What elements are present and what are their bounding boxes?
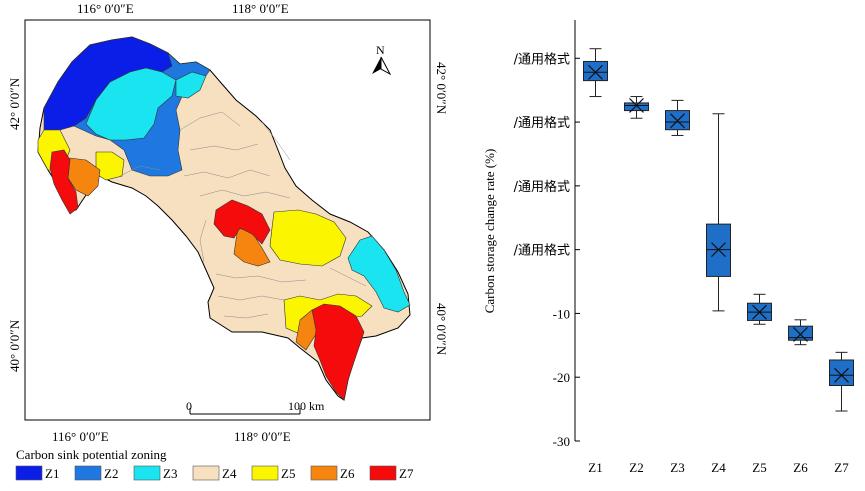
legend-swatch	[369, 465, 397, 481]
bottom-coord-label: 118° 0′0″E	[234, 429, 291, 444]
scale-bar: 0 100 km	[186, 399, 325, 415]
legend-label: Z6	[340, 466, 355, 481]
box-mean-marker	[670, 113, 685, 129]
legend-item: Z5	[251, 465, 295, 481]
x-tick-label: Z4	[711, 460, 726, 475]
y-tick-label: -10	[553, 306, 570, 321]
top-coord-label: 116° 0′0″E	[77, 1, 134, 16]
boxplot-panel: Carbon storage change rate (%) /通用格式/通用格…	[482, 20, 854, 475]
legend-title: Carbon sink potential zoning	[16, 447, 167, 462]
legend-label: Z5	[281, 466, 295, 481]
x-tick-label: Z6	[793, 460, 808, 475]
legend-swatch	[133, 465, 161, 481]
legend-label: Z7	[399, 466, 414, 481]
box-iqr	[829, 359, 854, 387]
legend-swatch	[251, 465, 279, 481]
basin-map	[37, 36, 411, 401]
legend-item: Z4	[192, 465, 237, 481]
map-panel: 116° 0′0″E 118° 0′0″E 116° 0′0″E 118° 0′…	[7, 1, 449, 481]
bottom-coord-label: 116° 0′0″E	[52, 429, 109, 444]
y-tick-label: /通用格式	[514, 243, 570, 259]
legend-swatch	[192, 465, 220, 481]
box-mean-marker	[752, 304, 767, 320]
scale-start-label: 0	[186, 399, 192, 413]
box-z7	[829, 351, 854, 412]
legend-item: Z7	[369, 465, 414, 481]
x-tick-label: Z3	[670, 460, 684, 475]
box-z4	[706, 113, 731, 312]
box-mean-marker	[834, 367, 849, 383]
right-coord-label: 40° 0′0″N	[434, 303, 449, 356]
box-z6	[788, 319, 813, 346]
y-tick-label: /通用格式	[514, 179, 570, 195]
legend-label: Z2	[104, 466, 118, 481]
svg-text:N: N	[376, 43, 385, 57]
zone-z7-region	[49, 149, 79, 215]
legend-item: Z6	[310, 465, 355, 481]
right-coord-label: 42° 0′0″N	[434, 62, 449, 115]
zone-z3-region	[347, 235, 411, 313]
box-z5	[747, 293, 772, 325]
box-z1	[583, 48, 608, 98]
box-iqr	[788, 325, 813, 341]
legend-label: Z1	[45, 466, 59, 481]
legend-label: Z3	[163, 466, 177, 481]
box-z2	[624, 96, 649, 119]
box-mean-marker	[711, 242, 726, 258]
box-mean-marker	[588, 64, 603, 80]
box-iqr	[583, 60, 608, 82]
legend-label: Z4	[222, 466, 237, 481]
y-tick-label: /通用格式	[514, 51, 570, 67]
y-tick-label: /通用格式	[514, 115, 570, 131]
zone-z7-region	[311, 303, 365, 401]
zone-z3-region	[85, 67, 177, 141]
legend-swatch	[15, 465, 43, 481]
scale-end-label: 100 km	[288, 399, 325, 413]
y-axis-title: Carbon storage change rate (%)	[482, 149, 497, 314]
zone-z5-region	[269, 209, 347, 267]
box-iqr	[624, 102, 649, 112]
zone-z7-region	[213, 199, 271, 245]
legend-item: Z3	[133, 465, 177, 481]
zone-z3-region	[175, 71, 207, 99]
legend-swatch	[310, 465, 338, 481]
x-tick-label: Z1	[588, 460, 602, 475]
y-tick-label: -30	[553, 434, 570, 449]
top-coord-label: 118° 0′0″E	[232, 1, 289, 16]
map-legend: Carbon sink potential zoning Z1 Z2 Z3 Z4 Z5 Z…	[15, 447, 414, 481]
left-coord-label: 42° 0′0″N	[7, 77, 22, 130]
legend-item: Z2	[74, 465, 118, 481]
legend-item: Z1	[15, 465, 59, 481]
legend-swatch	[74, 465, 102, 481]
box-mean-marker	[629, 98, 644, 113]
x-tick-label: Z2	[629, 460, 643, 475]
box-mean-marker	[793, 327, 808, 342]
north-arrow-icon: N	[372, 43, 392, 76]
x-tick-label: Z5	[752, 460, 766, 475]
subbasin-lines	[119, 111, 367, 319]
left-coord-label: 40° 0′0″N	[7, 319, 22, 372]
x-tick-label: Z7	[834, 460, 849, 475]
box-z3	[665, 99, 690, 136]
y-tick-label: -20	[553, 370, 570, 385]
